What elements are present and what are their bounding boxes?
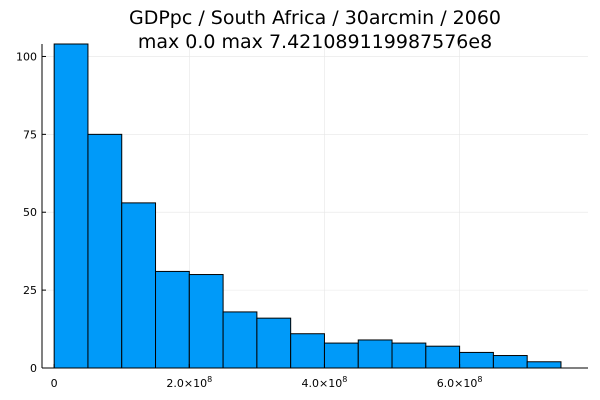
- x-tick-label: 6.0×108: [437, 375, 483, 390]
- histogram-bar: [425, 345, 461, 369]
- histogram-bar: [188, 274, 224, 369]
- histogram-bar: [53, 43, 89, 369]
- bars: [53, 43, 562, 369]
- axes: [41, 44, 588, 369]
- y-tick-label: 50: [23, 206, 37, 219]
- histogram-bar: [121, 202, 157, 369]
- y-tick-label: 100: [16, 50, 37, 63]
- histogram-bar: [526, 361, 562, 369]
- x-tick-label: 0: [51, 377, 58, 390]
- histogram-bar: [290, 333, 325, 369]
- histogram-bar: [459, 351, 494, 369]
- histogram-bar: [492, 355, 528, 369]
- x-axis-ticks: 0 2.0×108 4.0×108 6.0×108: [51, 364, 483, 390]
- x-tick-exponent: 8: [207, 375, 212, 384]
- y-tick-label: 0: [30, 362, 37, 375]
- histogram-bar: [256, 317, 292, 369]
- histogram-bar: [155, 270, 190, 369]
- y-tick-label: 25: [23, 284, 37, 297]
- x-tick-label: 2.0×108: [166, 375, 212, 390]
- chart-title: GDPpc / South Africa / 30arcmin / 2060: [129, 7, 501, 29]
- x-tick-exponent: 8: [477, 375, 482, 384]
- y-axis-ticks: 0 25 50 75 100: [16, 50, 46, 375]
- y-tick-label: 75: [23, 128, 37, 141]
- histogram-bar: [222, 311, 258, 369]
- chart-subtitle: max 0.0 max 7.421089119987576e8: [138, 31, 492, 53]
- histogram-bar: [357, 339, 393, 369]
- x-tick-label: 4.0×108: [302, 375, 348, 390]
- histogram-bar: [323, 342, 359, 369]
- x-tick-exponent: 8: [342, 375, 347, 384]
- histogram-bar: [391, 342, 427, 369]
- histogram-bar: [87, 133, 123, 369]
